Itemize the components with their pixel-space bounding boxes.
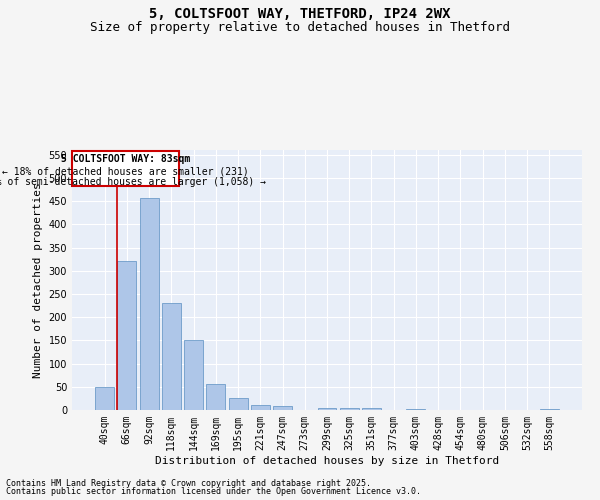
Bar: [273, 406, 292, 410]
Text: ← 18% of detached houses are smaller (231): ← 18% of detached houses are smaller (23…: [2, 166, 249, 176]
Text: 5, COLTSFOOT WAY, THETFORD, IP24 2WX: 5, COLTSFOOT WAY, THETFORD, IP24 2WX: [149, 8, 451, 22]
Text: Contains public sector information licensed under the Open Government Licence v3: Contains public sector information licen…: [6, 487, 421, 496]
Bar: [340, 408, 359, 410]
Bar: [140, 198, 158, 410]
Bar: [317, 408, 337, 410]
Bar: [95, 387, 114, 410]
Text: Size of property relative to detached houses in Thetford: Size of property relative to detached ho…: [90, 21, 510, 34]
X-axis label: Distribution of detached houses by size in Thetford: Distribution of detached houses by size …: [155, 456, 499, 466]
Bar: [540, 408, 559, 410]
Y-axis label: Number of detached properties: Number of detached properties: [33, 182, 43, 378]
Text: 81% of semi-detached houses are larger (1,058) →: 81% of semi-detached houses are larger (…: [0, 178, 266, 188]
Text: Contains HM Land Registry data © Crown copyright and database right 2025.: Contains HM Land Registry data © Crown c…: [6, 478, 371, 488]
Bar: [362, 408, 381, 410]
Bar: [229, 398, 248, 410]
Bar: [406, 408, 425, 410]
Bar: [162, 303, 181, 410]
Text: 5 COLTSFOOT WAY: 83sqm: 5 COLTSFOOT WAY: 83sqm: [61, 154, 190, 164]
Bar: [251, 406, 270, 410]
Bar: [206, 384, 225, 410]
Bar: [184, 340, 203, 410]
Bar: [118, 262, 136, 410]
